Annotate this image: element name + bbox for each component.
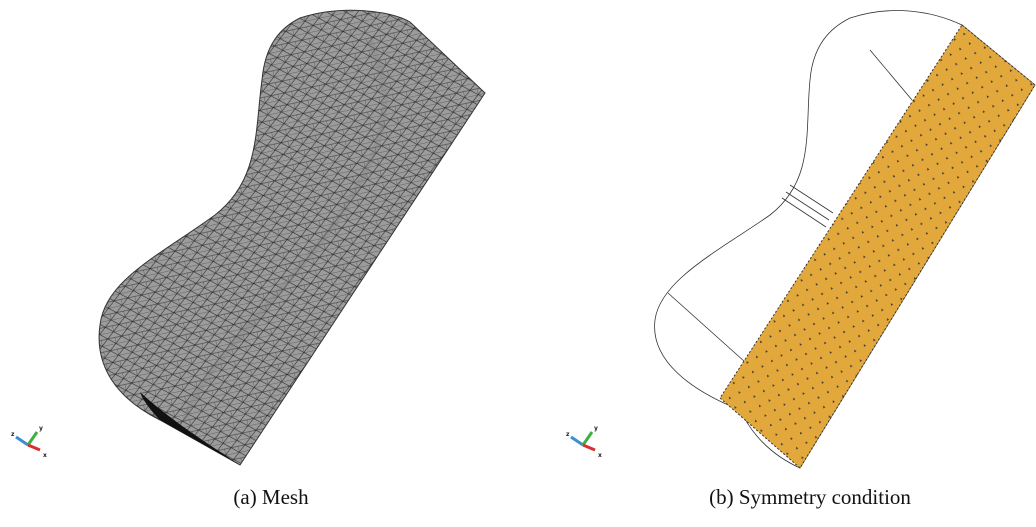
- axis-label: z: [11, 431, 15, 438]
- axis-label: x: [43, 452, 47, 459]
- axis-triad: z y x: [11, 425, 47, 459]
- caption: (b) Symmetry condition: [709, 485, 911, 509]
- z-arrow: [16, 437, 28, 445]
- symmetry-face: [720, 25, 1035, 468]
- figure: z y x z y x (a) Mesh (b) Symmetry condit…: [0, 0, 1036, 527]
- x-arrow: [583, 445, 595, 450]
- symmetry-view: [655, 11, 1035, 468]
- axis-label: y: [594, 425, 598, 432]
- y-arrow: [583, 432, 592, 445]
- z-arrow: [571, 437, 583, 445]
- axis-label: z: [566, 431, 570, 438]
- axis-triad: z y x: [566, 425, 602, 459]
- x-arrow: [28, 445, 40, 450]
- axis-label: y: [39, 425, 43, 432]
- caption: (a) Mesh: [233, 485, 309, 509]
- axis-label: x: [598, 452, 602, 459]
- mesh-body: [99, 10, 485, 465]
- y-arrow: [28, 432, 37, 445]
- mesh-view: [99, 10, 485, 465]
